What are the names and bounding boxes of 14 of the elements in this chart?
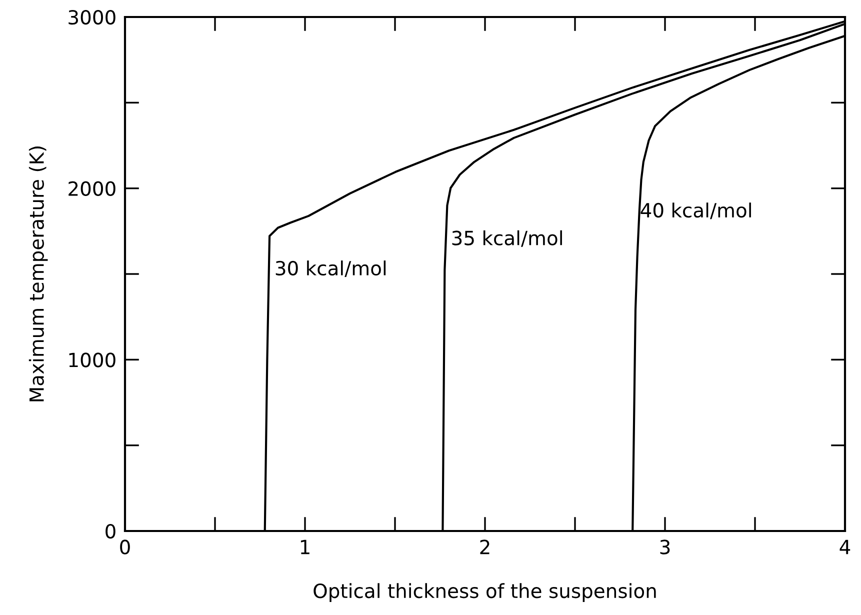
annotation: 40 kcal/mol bbox=[640, 202, 751, 220]
y-tick-label: 1000 bbox=[69, 352, 116, 368]
x-tick-label: 3 bbox=[660, 540, 670, 554]
y-tick-label: 2000 bbox=[68, 181, 116, 196]
y-tick-label: 0 bbox=[106, 524, 116, 539]
annotation: 30 kcal/mol bbox=[276, 260, 386, 278]
x-axis-title: Optical thickness of the suspension bbox=[314, 583, 656, 602]
x-tick-label: 2 bbox=[480, 540, 490, 554]
x-tick-label: 4 bbox=[840, 540, 850, 554]
x-tick-label: 1 bbox=[300, 540, 310, 554]
y-axis-title: Maximum temperature (K) bbox=[28, 146, 48, 402]
y-tick-label: 3000 bbox=[68, 10, 116, 25]
x-tick-label: 0 bbox=[120, 540, 130, 554]
annotation: 35 kcal/mol bbox=[452, 230, 562, 247]
